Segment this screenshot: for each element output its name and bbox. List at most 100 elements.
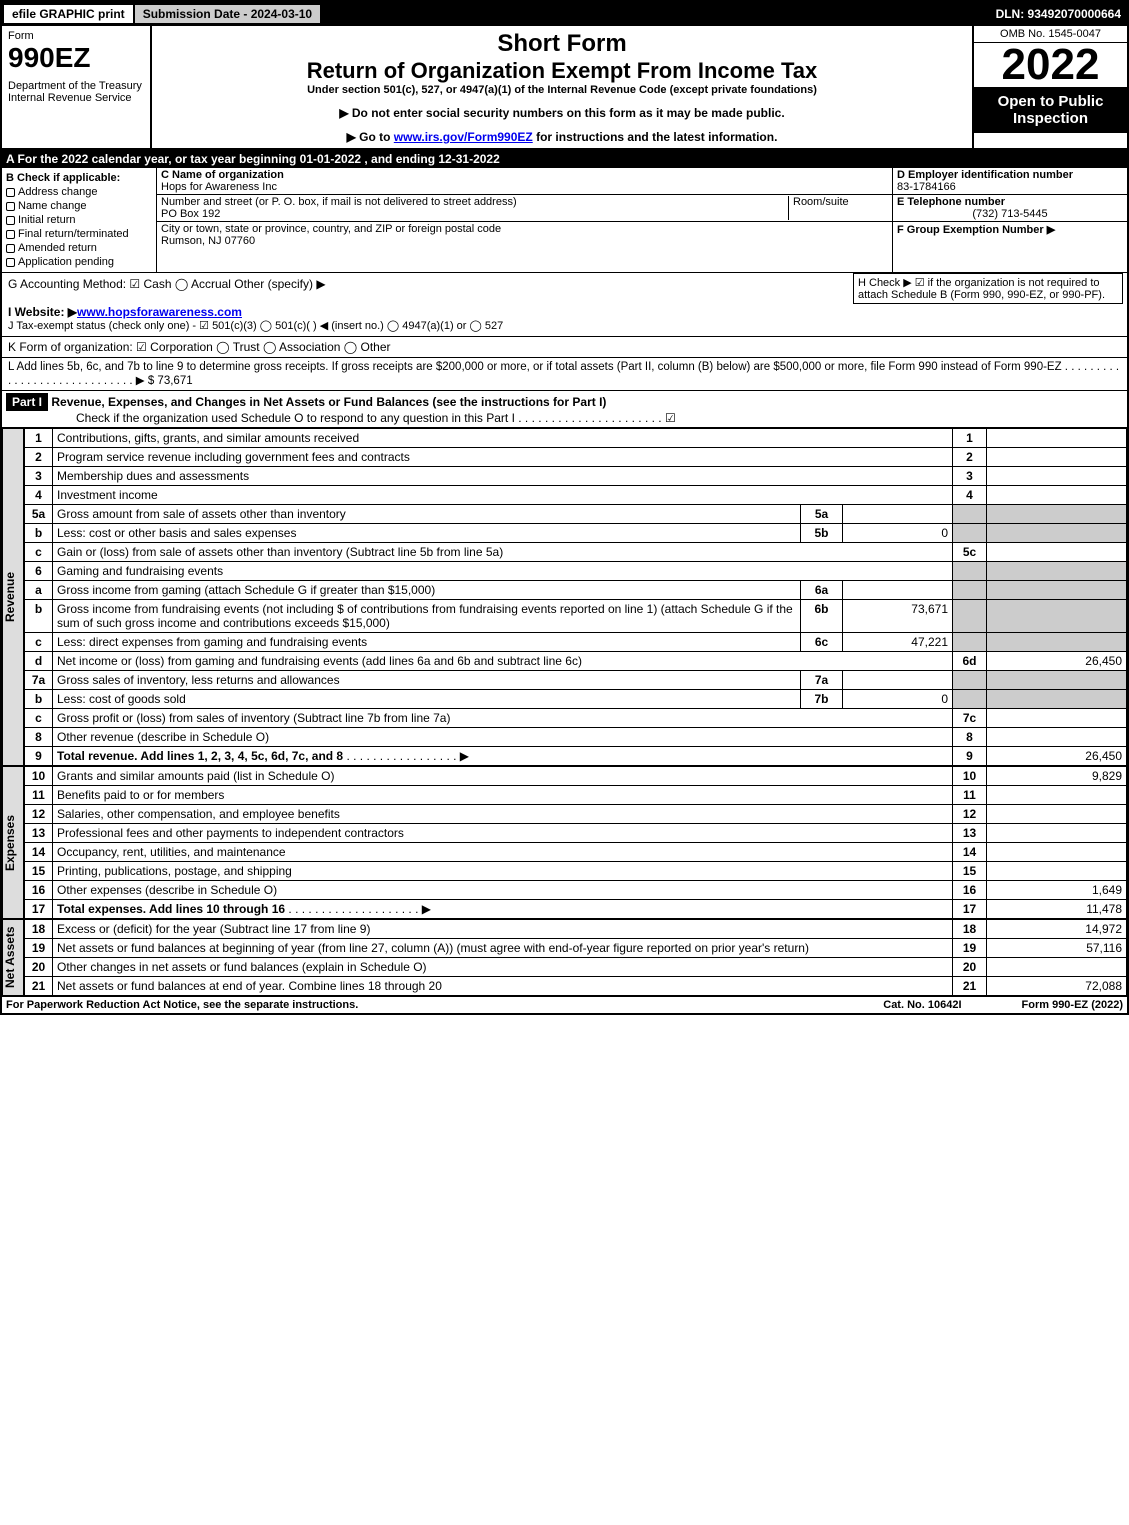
open-inspection: Open to Public Inspection (974, 87, 1127, 133)
line-14: Occupancy, rent, utilities, and maintena… (53, 843, 953, 862)
submission-date: Submission Date - 2024-03-10 (135, 5, 320, 23)
check-amended[interactable] (6, 244, 15, 253)
part1-heading: Revenue, Expenses, and Changes in Net As… (51, 395, 606, 409)
val-6c: 47,221 (843, 633, 953, 652)
opt-amended: Amended return (18, 242, 97, 254)
ein-value: 83-1784166 (897, 181, 956, 193)
line-l: L Add lines 5b, 6c, and 7b to line 9 to … (2, 358, 1127, 391)
line-13: Professional fees and other payments to … (53, 824, 953, 843)
efile-print-button[interactable]: efile GRAPHIC print (4, 5, 133, 23)
val-17: 11,478 (987, 900, 1127, 919)
group-exemption-label: F Group Exemption Number ▶ (897, 224, 1055, 236)
val-16: 1,649 (987, 881, 1127, 900)
val-18: 14,972 (987, 920, 1127, 939)
under-section: Under section 501(c), 527, or 4947(a)(1)… (156, 84, 968, 96)
room-suite-label: Room/suite (788, 196, 888, 220)
line-7a: Gross sales of inventory, less returns a… (53, 671, 801, 690)
part1-check: Check if the organization used Schedule … (76, 411, 676, 425)
val-19: 57,116 (987, 939, 1127, 958)
val-7b: 0 (843, 690, 953, 709)
line-6c: Less: direct expenses from gaming and fu… (53, 633, 801, 652)
form-ref: Form 990-EZ (2022) (1022, 999, 1123, 1011)
dln: DLN: 93492070000664 (990, 7, 1127, 21)
expenses-section: Expenses 10Grants and similar amounts pa… (2, 766, 1127, 919)
line-16: Other expenses (describe in Schedule O) (53, 881, 953, 900)
line-7c: Gross profit or (loss) from sales of inv… (53, 709, 953, 728)
form-number: 990EZ (8, 42, 144, 74)
opt-name: Name change (18, 200, 87, 212)
line-10: Grants and similar amounts paid (list in… (53, 767, 953, 786)
opt-pending: Application pending (18, 256, 114, 268)
line-4: Investment income (53, 486, 953, 505)
val-6d: 26,450 (987, 652, 1127, 671)
line-5b: Less: cost or other basis and sales expe… (53, 524, 801, 543)
box-c: C Name of organizationHops for Awareness… (157, 168, 892, 272)
opt-initial: Initial return (18, 214, 75, 226)
line-21: Net assets or fund balances at end of ye… (53, 977, 953, 996)
line-6a: Gross income from gaming (attach Schedul… (53, 581, 801, 600)
line-19: Net assets or fund balances at beginning… (53, 939, 953, 958)
val-10: 9,829 (987, 767, 1127, 786)
goto-pre: ▶ Go to (347, 130, 394, 144)
line-20: Other changes in net assets or fund bala… (53, 958, 953, 977)
part1-badge: Part I (6, 393, 48, 411)
val-21: 72,088 (987, 977, 1127, 996)
revenue-sidebar: Revenue (2, 428, 24, 766)
line-5a: Gross amount from sale of assets other t… (53, 505, 801, 524)
org-city: Rumson, NJ 07760 (161, 235, 255, 247)
box-def: D Employer identification number83-17841… (892, 168, 1127, 272)
line-j: J Tax-exempt status (check only one) - ☑… (8, 319, 1121, 332)
tax-year: 2022 (974, 43, 1127, 87)
irs-link[interactable]: www.irs.gov/Form990EZ (394, 130, 533, 144)
section-ghij: G Accounting Method: ☑ Cash ◯ Accrual Ot… (2, 273, 1127, 337)
line-8: Other revenue (describe in Schedule O) (53, 728, 953, 747)
form-header: Form 990EZ Department of the Treasury In… (2, 26, 1127, 150)
opt-address: Address change (18, 186, 98, 198)
check-final[interactable] (6, 230, 15, 239)
dept-treasury: Department of the Treasury (8, 80, 144, 92)
c-addr-label: Number and street (or P. O. box, if mail… (161, 196, 517, 208)
short-form-title: Short Form (156, 30, 968, 58)
line-7b: Less: cost of goods sold (53, 690, 801, 709)
line-i: I Website: ▶www.hopsforawareness.com (8, 305, 1121, 319)
org-name: Hops for Awareness Inc (161, 181, 277, 193)
line-11: Benefits paid to or for members (53, 786, 953, 805)
goto-post: for instructions and the latest informat… (533, 130, 778, 144)
check-initial[interactable] (6, 216, 15, 225)
footer: For Paperwork Reduction Act Notice, see … (2, 996, 1127, 1013)
val-6b: 73,671 (843, 600, 953, 633)
c-city-label: City or town, state or province, country… (161, 223, 501, 235)
phone-value: (732) 713-5445 (897, 208, 1123, 220)
line-6: Gaming and fundraising events (53, 562, 953, 581)
section-b-through-f: B Check if applicable: Address change Na… (2, 168, 1127, 273)
part1-header: Part I Revenue, Expenses, and Changes in… (2, 391, 1127, 428)
check-name-change[interactable] (6, 202, 15, 211)
website-link[interactable]: www.hopsforawareness.com (77, 305, 242, 319)
line-9: Total revenue. Add lines 1, 2, 3, 4, 5c,… (57, 749, 343, 763)
line-18: Excess or (deficit) for the year (Subtra… (53, 920, 953, 939)
cat-no: Cat. No. 10642I (883, 999, 961, 1011)
revenue-section: Revenue 1Contributions, gifts, grants, a… (2, 428, 1127, 766)
val-5b: 0 (843, 524, 953, 543)
check-pending[interactable] (6, 258, 15, 267)
line-6d: Net income or (loss) from gaming and fun… (53, 652, 953, 671)
form-word: Form (8, 30, 144, 42)
line-3: Membership dues and assessments (53, 467, 953, 486)
line-h: H Check ▶ ☑ if the organization is not r… (853, 273, 1123, 304)
ssn-note: ▶ Do not enter social security numbers o… (156, 106, 968, 120)
box-b: B Check if applicable: Address change Na… (2, 168, 157, 272)
org-address: PO Box 192 (161, 208, 220, 220)
topbar: efile GRAPHIC print Submission Date - 20… (2, 2, 1127, 26)
check-address-change[interactable] (6, 188, 15, 197)
expenses-sidebar: Expenses (2, 766, 24, 919)
ein-label: D Employer identification number (897, 169, 1073, 181)
line-2: Program service revenue including govern… (53, 448, 953, 467)
phone-label: E Telephone number (897, 196, 1005, 208)
goto-note: ▶ Go to www.irs.gov/Form990EZ for instru… (156, 130, 968, 144)
c-name-label: C Name of organization (161, 169, 284, 181)
line-6b: Gross income from fundraising events (no… (53, 600, 801, 633)
paperwork-notice: For Paperwork Reduction Act Notice, see … (6, 999, 358, 1011)
line-k: K Form of organization: ☑ Corporation ◯ … (2, 337, 1127, 358)
val-9: 26,450 (987, 747, 1127, 766)
return-title: Return of Organization Exempt From Incom… (156, 58, 968, 84)
